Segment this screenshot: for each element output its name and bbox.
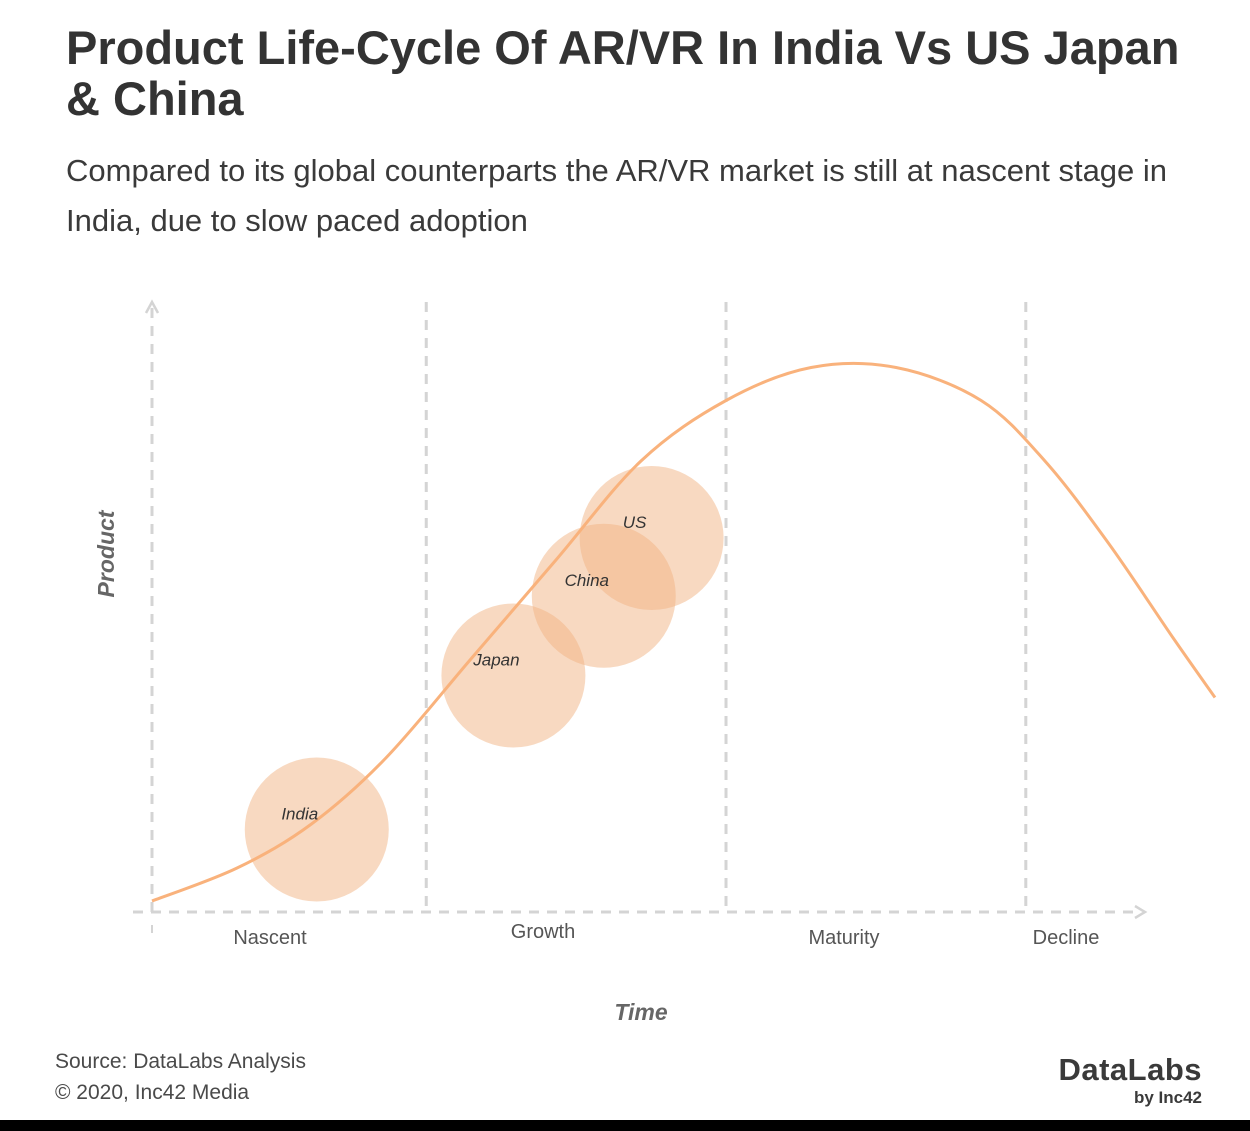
bubble-india — [244, 757, 389, 902]
bubble-label-us: US — [623, 513, 647, 532]
x-axis-label: Time — [614, 999, 667, 1025]
y-axis-label: Product — [93, 509, 119, 597]
brand-byline: by Inc42 — [1133, 1088, 1202, 1107]
stage-label-decline: Decline — [1033, 927, 1100, 949]
country-bubbles — [244, 466, 724, 902]
stage-label-nascent: Nascent — [233, 927, 307, 949]
bubble-label-japan: Japan — [472, 651, 519, 670]
bottom-bar — [0, 1120, 1250, 1131]
chart-axes — [133, 299, 1148, 933]
stage-labels: Nascent Growth Maturity Decline — [233, 921, 1099, 949]
stage-label-growth: Growth — [511, 921, 575, 943]
stage-label-maturity: Maturity — [808, 927, 879, 949]
lifecycle-curve — [151, 361, 1217, 903]
source-text: Source: DataLabs Analysis — [55, 1050, 306, 1073]
chart-title: Product Life-Cycle Of AR/VR In India Vs … — [66, 21, 1180, 125]
chart-subtitle: Compared to its global counterparts the … — [66, 153, 1168, 238]
y-axis-arrow — [144, 299, 160, 314]
brand-name: DataLabs — [1058, 1052, 1202, 1087]
bubble-us — [579, 466, 724, 610]
product-lifecycle-chart: India Japan China US Nascent Growth Maturity D… — [93, 299, 1217, 1025]
bubble-label-india: India — [281, 805, 318, 824]
datalabs-logo: DataLabs by Inc42 — [1058, 1052, 1202, 1108]
stage-divider-lines — [424, 302, 1028, 912]
copyright-text: © 2020, Inc42 Media — [55, 1081, 250, 1104]
bubble-label-china: China — [565, 571, 609, 590]
country-labels: India Japan China US — [281, 513, 647, 824]
x-axis-arrow — [1134, 904, 1148, 920]
footer-source: Source: DataLabs Analysis © 2020, Inc42 … — [55, 1046, 306, 1108]
